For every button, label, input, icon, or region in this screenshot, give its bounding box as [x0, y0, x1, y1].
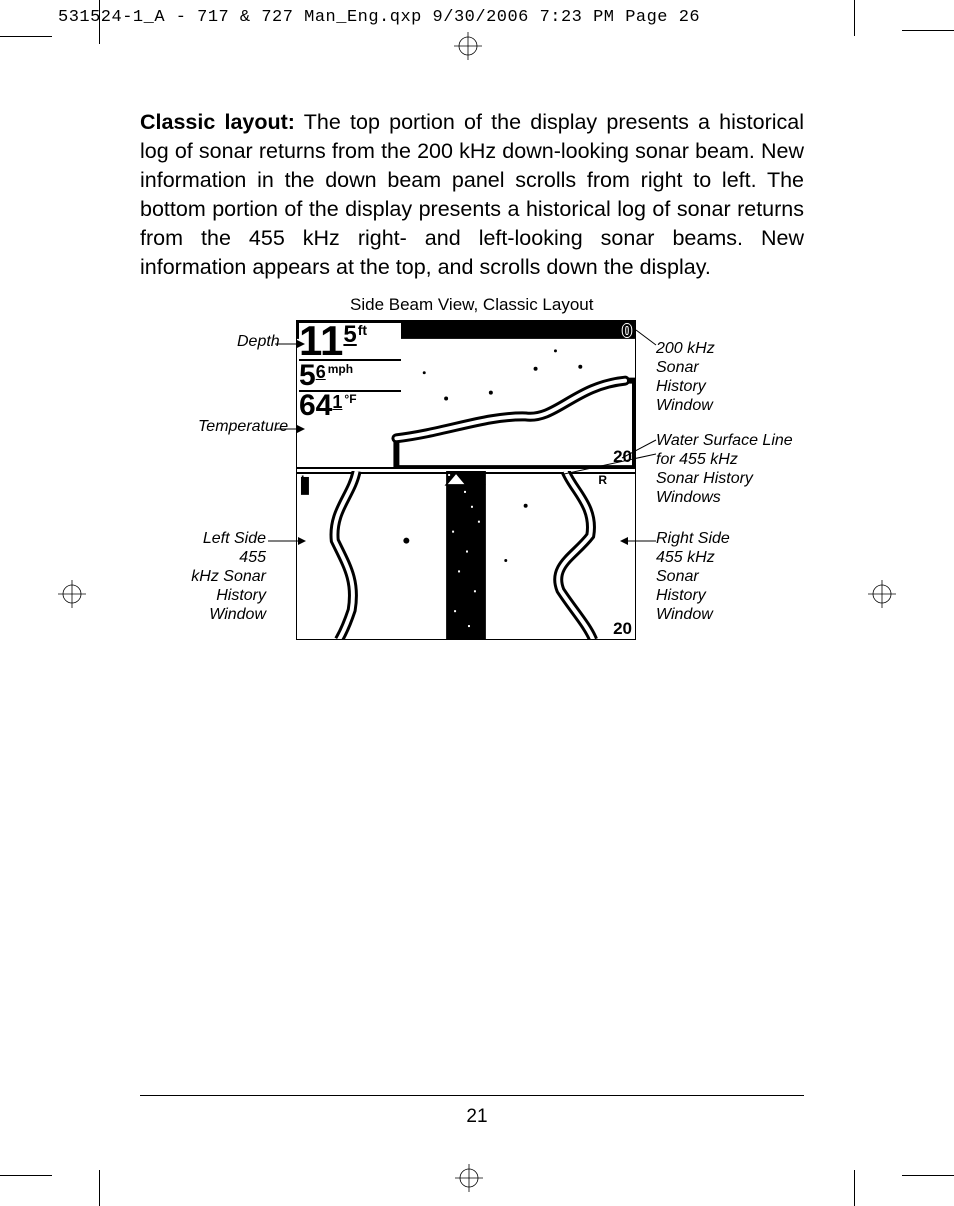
callout-depth: Depth [237, 333, 280, 352]
sonar-diagram: 115ft 56mph 641°F 0 20 [296, 320, 636, 640]
left-label: L [301, 473, 308, 487]
temp-unit: °F [344, 394, 356, 405]
arrow [268, 536, 306, 546]
arrow [275, 339, 305, 349]
arrow [275, 424, 305, 434]
leader-line [636, 330, 661, 350]
readout-block: 115ft 56mph 641°F [299, 323, 401, 419]
registration-mark [454, 32, 482, 60]
figure-title: Side Beam View, Classic Layout [350, 295, 593, 315]
body-rest: The top portion of the display presents … [140, 110, 804, 279]
scale-bot-max: 20 [613, 619, 632, 639]
body-paragraph: Classic layout: The top portion of the d… [140, 108, 804, 282]
depth-int: 11 [299, 323, 343, 359]
callout-surface-455: Water Surface Line for 455 kHz Sonar His… [656, 432, 793, 508]
crop-line [902, 30, 954, 31]
crop-line [99, 1170, 100, 1206]
depth-readout: 115ft [299, 323, 401, 359]
speed-readout: 56mph [299, 359, 401, 392]
depth-dec: 5 [343, 325, 356, 345]
temp-readout: 641°F [299, 392, 401, 419]
leader-line [564, 440, 656, 480]
speed-unit: mph [328, 364, 353, 375]
depth-unit: ft [358, 325, 367, 337]
registration-mark [58, 580, 86, 608]
crop-line [854, 0, 855, 36]
registration-mark [455, 1164, 483, 1192]
temp-int: 64 [299, 392, 332, 419]
speed-dec: 6 [316, 364, 326, 380]
scale-zero: 0 [622, 321, 632, 342]
crop-line [0, 1175, 52, 1176]
page-number: 21 [0, 1106, 954, 1128]
bottom-sonar-panel: L R 20 [297, 471, 635, 639]
bottom-sonar-svg [297, 471, 635, 639]
callout-left-455: Left Side 455 kHz Sonar History Window [176, 530, 266, 624]
footer-rule [140, 1095, 804, 1096]
prepress-header: 531524-1_A - 717 & 727 Man_Eng.qxp 9/30/… [58, 8, 700, 27]
temp-dec: 1 [332, 394, 342, 410]
crop-line [902, 1175, 954, 1176]
speed-int: 5 [299, 362, 316, 389]
callout-right-455: Right Side 455 kHz Sonar History Window [656, 530, 730, 624]
lead-bold: Classic layout: [140, 110, 295, 134]
arrow [620, 536, 656, 546]
callout-200khz: 200 kHz Sonar History Window [656, 340, 715, 416]
crop-line [0, 36, 52, 37]
crop-line [854, 1170, 855, 1206]
registration-mark [868, 580, 896, 608]
